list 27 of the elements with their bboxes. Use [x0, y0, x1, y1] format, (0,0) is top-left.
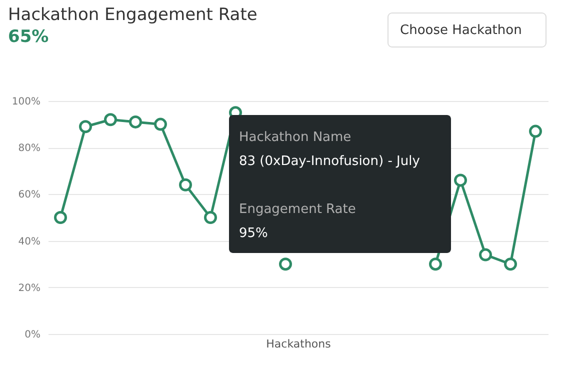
y-tick-label: 40%	[18, 236, 40, 248]
point	[54, 211, 67, 224]
point	[454, 174, 467, 187]
point	[179, 178, 192, 192]
point	[479, 248, 492, 262]
point	[529, 124, 542, 138]
chart-title: Hackathon Engagement Rate	[8, 5, 258, 25]
point	[129, 115, 142, 128]
point	[154, 118, 167, 131]
y-tick-label: 60%	[18, 190, 40, 201]
point	[204, 211, 217, 224]
y-tick-label: 0%	[24, 330, 40, 340]
point	[429, 258, 442, 271]
y-tick-label: 20%	[18, 282, 40, 294]
point	[79, 120, 92, 134]
point	[279, 258, 292, 271]
point	[104, 113, 117, 126]
annotation: Engagement Rate	[239, 202, 356, 217]
annotation: 83 (0xDay-Innofusion) - July	[239, 154, 420, 169]
x-axis-title: Hackathons	[266, 338, 332, 350]
y-tick-label: 80%	[18, 143, 40, 154]
annotation: 95%	[239, 226, 268, 241]
point	[504, 258, 517, 271]
y-tick-label: 100%	[12, 96, 40, 108]
annotation: Hackathon Name	[239, 130, 352, 145]
text: Choose Hackathon	[400, 23, 522, 38]
chart-subtitle: 65%	[8, 27, 49, 47]
